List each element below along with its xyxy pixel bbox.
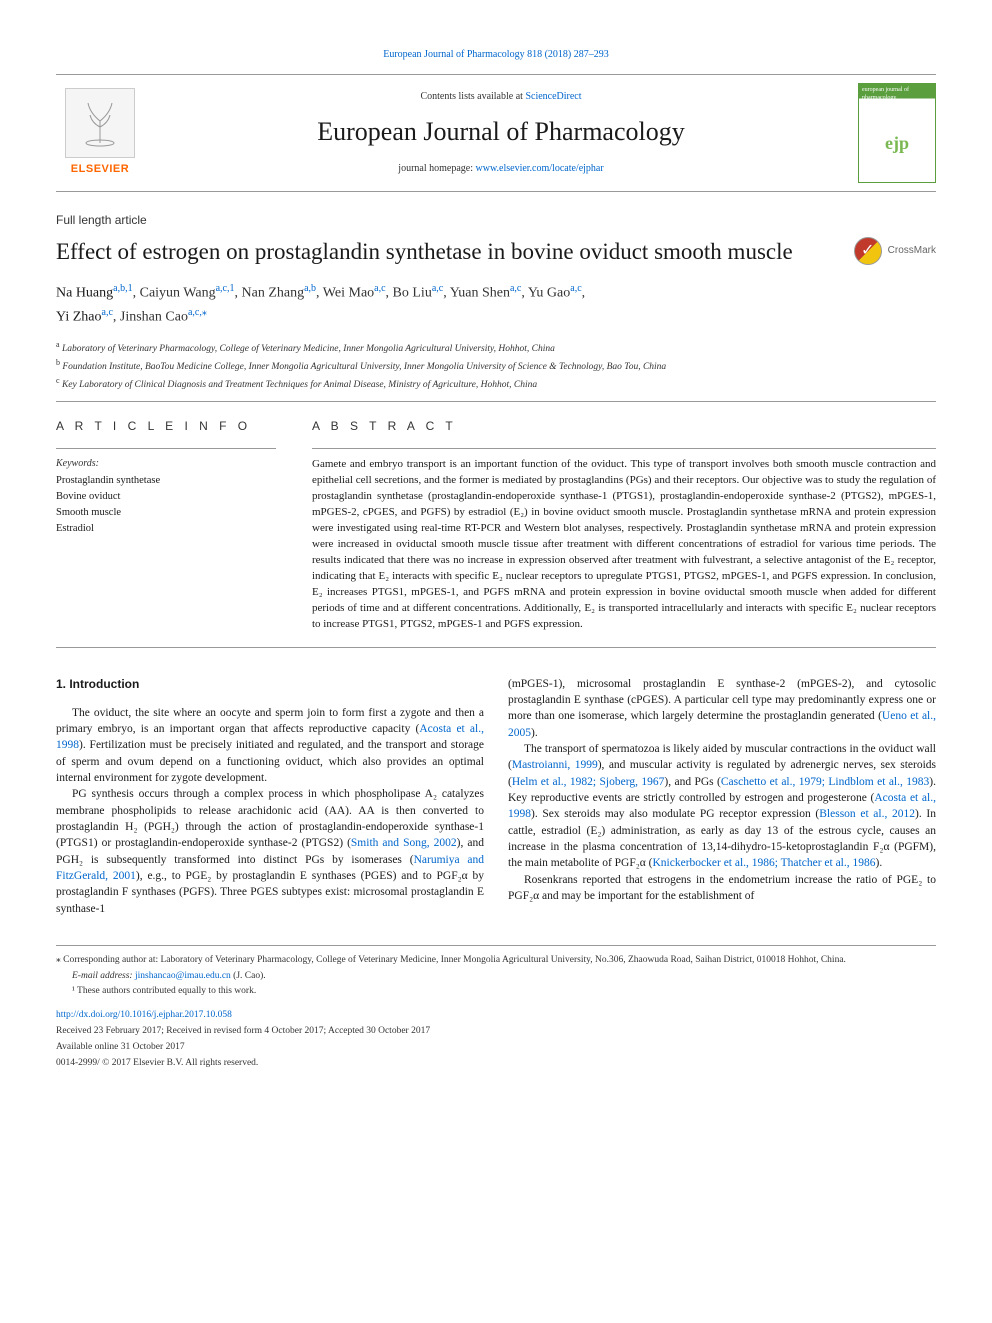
body-left-col: 1. Introduction The oviduct, the site wh… <box>56 676 484 917</box>
right-p2c: ), and PGs ( <box>664 776 721 788</box>
article-title: Effect of estrogen on prostaglandin synt… <box>56 237 834 267</box>
author-9-star: ⁎ <box>202 307 207 318</box>
sciencedirect-link[interactable]: ScienceDirect <box>525 91 581 102</box>
keyword-4: Estradiol <box>56 521 276 537</box>
crossmark-icon: ✓ <box>854 237 882 265</box>
article-info-head: A R T I C L E I N F O <box>56 418 276 435</box>
contents-prefix: Contents lists available at <box>420 91 525 102</box>
ref-knick-thatcher[interactable]: Knickerbocker et al., 1986; Thatcher et … <box>653 857 876 869</box>
ref-smith-2002[interactable]: Smith and Song, 2002 <box>351 837 457 849</box>
equal-contrib: ¹ These authors contributed equally to t… <box>56 985 936 999</box>
article-info: A R T I C L E I N F O Keywords: Prostagl… <box>56 418 276 633</box>
body-right-col: (mPGES-1), microsomal prostaglandin E sy… <box>508 676 936 917</box>
header-citation: European Journal of Pharmacology 818 (20… <box>56 48 936 62</box>
author-6: , Yuan Shen <box>443 285 510 300</box>
author-6-aff: a,c <box>510 283 521 294</box>
crossmark-label: CrossMark <box>888 244 936 258</box>
author-9-aff: a,c, <box>188 307 202 318</box>
cover-thumb-title: european journal of pharmacology <box>859 84 935 105</box>
affiliation-b: Foundation Institute, BaoTou Medicine Co… <box>62 362 666 372</box>
author-3: , Nan Zhang <box>235 285 305 300</box>
cover-thumb-ejp: ejp <box>885 131 909 156</box>
journal-title: European Journal of Pharmacology <box>144 114 858 150</box>
ref-caschetto-lindblom[interactable]: Caschetto et al., 1979; Lindblom et al.,… <box>721 776 929 788</box>
author-4-aff: a,c <box>374 283 385 294</box>
right-p2e: ). Sex steroids may also modulate PG rec… <box>531 808 819 820</box>
keyword-3: Smooth muscle <box>56 505 276 521</box>
right-p1b: ). <box>531 727 538 739</box>
affiliation-a: Laboratory of Veterinary Pharmacology, C… <box>62 344 555 354</box>
ref-blesson-2012[interactable]: Blesson et al., 2012 <box>819 808 915 820</box>
abstract-head: A B S T R A C T <box>312 418 936 435</box>
author-5: , Bo Liu <box>386 285 432 300</box>
corresponding-author: ⁎ Corresponding author at: Laboratory of… <box>56 954 936 968</box>
ref-mastroianni-1999[interactable]: Mastroianni, 1999 <box>512 759 598 771</box>
intro-p1b: ). Fertilization must be precisely initi… <box>56 739 484 784</box>
right-p1a: (mPGES-1), microsomal prostaglandin E sy… <box>508 678 936 723</box>
right-p2g: ). <box>876 857 883 869</box>
author-8: Yi Zhao <box>56 309 102 324</box>
journal-cover-thumb: european journal of pharmacology ejp <box>858 83 936 183</box>
author-2: , Caiyun Wang <box>133 285 216 300</box>
email-link[interactable]: jinshancao@imau.edu.cn <box>135 971 231 981</box>
elsevier-logo: ELSEVIER <box>56 88 144 177</box>
author-4: , Wei Mao <box>316 285 374 300</box>
homepage-line: journal homepage: www.elsevier.com/locat… <box>144 162 858 176</box>
keywords-label: Keywords: <box>56 457 276 471</box>
keyword-1: Prostaglandin synthetase <box>56 473 276 489</box>
footnotes: ⁎ Corresponding author at: Laboratory of… <box>56 945 936 1070</box>
affiliation-c: Key Laboratory of Clinical Diagnosis and… <box>62 380 537 390</box>
doi-link[interactable]: http://dx.doi.org/10.1016/j.ejphar.2017.… <box>56 1010 232 1020</box>
author-5-aff: a,c <box>432 283 443 294</box>
crossmark-badge[interactable]: ✓ CrossMark <box>854 237 936 265</box>
body-columns: 1. Introduction The oviduct, the site wh… <box>56 676 936 917</box>
author-3-aff: a,b <box>304 283 316 294</box>
author-7-aff: a,c <box>570 283 581 294</box>
elsevier-tree-icon <box>65 88 135 158</box>
email-tail: (J. Cao). <box>231 971 266 981</box>
contents-line: Contents lists available at ScienceDirec… <box>144 90 858 104</box>
author-1: Na Huang <box>56 285 113 300</box>
authors-line: Na Huanga,b,1, Caiyun Wanga,c,1, Nan Zha… <box>56 281 936 329</box>
homepage-prefix: journal homepage: <box>398 163 475 174</box>
online-line: Available online 31 October 2017 <box>56 1041 936 1055</box>
right-p3: Rosenkrans reported that estrogens in th… <box>508 874 936 902</box>
received-line: Received 23 February 2017; Received in r… <box>56 1025 936 1039</box>
author-1-aff: a,b,1 <box>113 283 132 294</box>
keyword-2: Bovine oviduct <box>56 489 276 505</box>
author-9: , Jinshan Cao <box>113 309 188 324</box>
ref-helm-sjoberg[interactable]: Helm et al., 1982; Sjoberg, 1967 <box>512 776 665 788</box>
author-7: , Yu Gao <box>521 285 570 300</box>
elsevier-wordmark: ELSEVIER <box>71 162 129 177</box>
email-label: E-mail address: <box>72 971 135 981</box>
article-type: Full length article <box>56 212 936 229</box>
author-8-aff: a,c <box>102 307 113 318</box>
affiliations: a Laboratory of Veterinary Pharmacology,… <box>56 339 936 393</box>
copyright-line: 0014-2999/ © 2017 Elsevier B.V. All righ… <box>56 1057 936 1071</box>
intro-heading: 1. Introduction <box>56 676 484 693</box>
homepage-link[interactable]: www.elsevier.com/locate/ejphar <box>476 163 604 174</box>
abstract: A B S T R A C T Gamete and embryo transp… <box>312 418 936 633</box>
author-2-aff: a,c,1 <box>216 283 235 294</box>
abstract-text: Gamete and embryo transport is an import… <box>312 457 936 632</box>
journal-banner: ELSEVIER Contents lists available at Sci… <box>56 74 936 192</box>
